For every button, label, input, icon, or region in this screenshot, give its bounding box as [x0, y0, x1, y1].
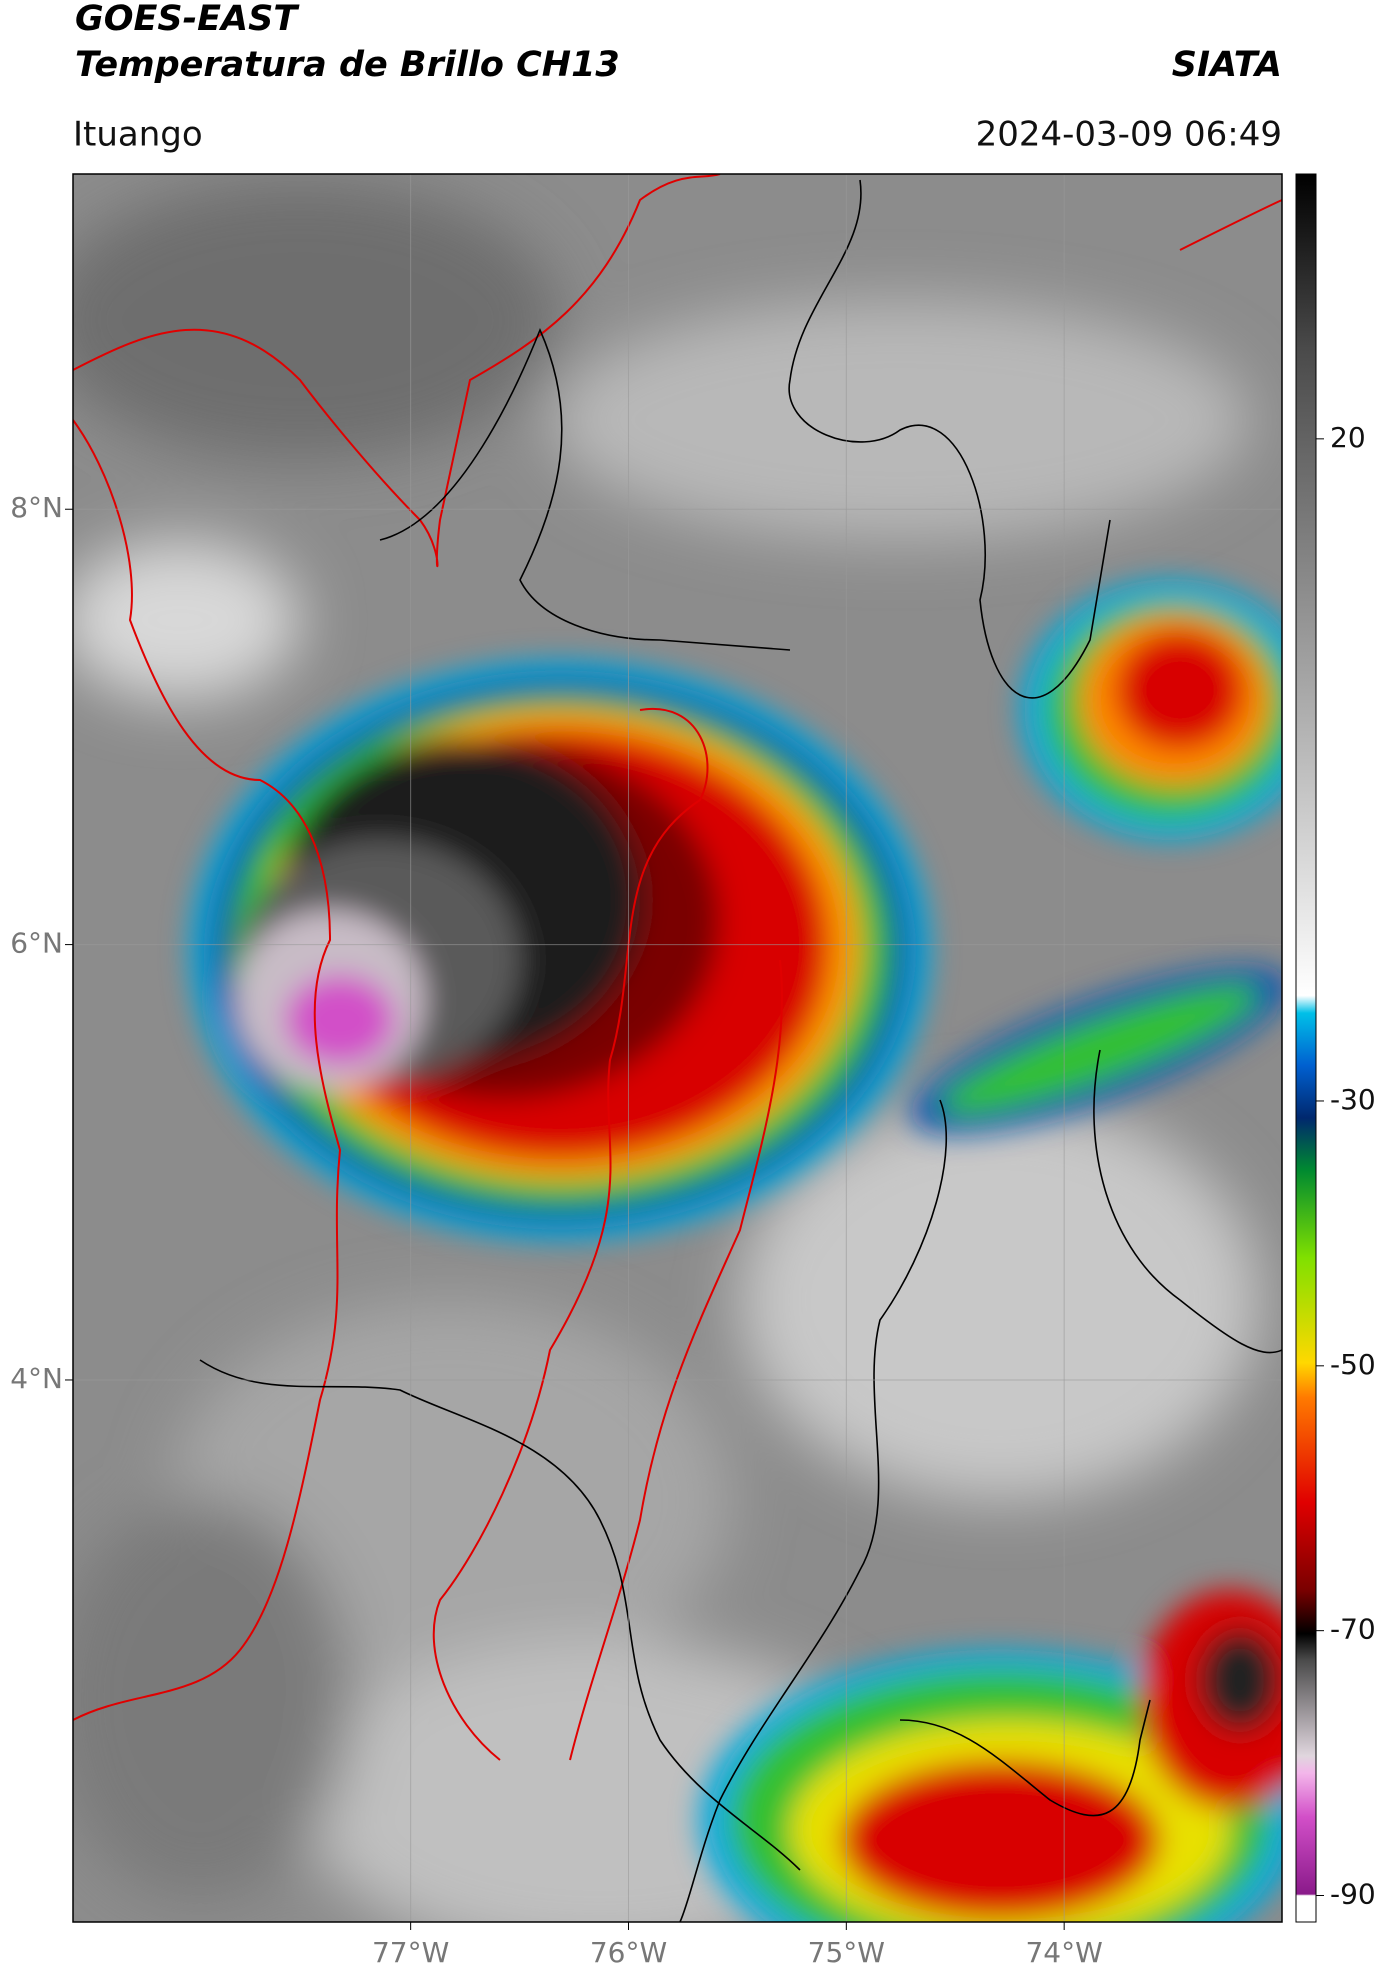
- lat-tick-label: 4°N: [10, 1362, 63, 1395]
- colorbar-tick-label: -50: [1330, 1348, 1376, 1381]
- colorbar: [1295, 173, 1317, 1923]
- brand: SIATA: [1172, 45, 1282, 85]
- map-frame: [72, 173, 1283, 1923]
- colorbar-tick-label: 20: [1330, 421, 1366, 454]
- lon-tick-label: 76°W: [590, 1936, 667, 1969]
- lon-tick-label: 75°W: [808, 1936, 885, 1969]
- location: Ituango: [73, 115, 203, 155]
- colorbar-tick-label: -30: [1330, 1083, 1376, 1116]
- colorbar-tick-label: -90: [1330, 1878, 1376, 1911]
- lon-tick-label: 77°W: [372, 1936, 449, 1969]
- title: GOES-EAST: [75, 0, 300, 39]
- lon-tick-label: 74°W: [1025, 1936, 1102, 1969]
- lat-tick-label: 6°N: [10, 927, 63, 960]
- lat-tick-label: 8°N: [10, 491, 63, 524]
- satellite-image: [73, 174, 1282, 1922]
- colorbar-tick-label: -70: [1330, 1613, 1376, 1646]
- subtitle: Temperatura de Brillo CH13: [75, 45, 620, 85]
- datetime: 2024-03-09 06:49: [976, 115, 1282, 155]
